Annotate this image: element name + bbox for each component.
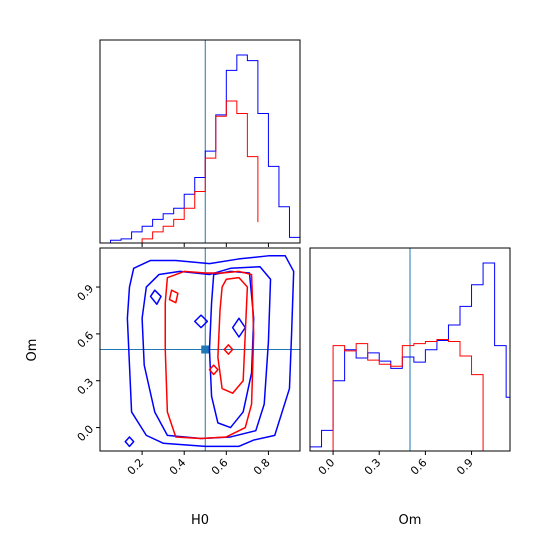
contour-red-level-1 xyxy=(217,276,249,394)
contour-blue-level-0 xyxy=(126,255,295,448)
contour-ylabel: Om xyxy=(25,339,40,362)
hist-H0-panel xyxy=(99,39,301,247)
hist-Om-series-red xyxy=(332,338,484,451)
contour-red-level-0 xyxy=(164,270,255,440)
hist-H0-series xyxy=(100,54,300,243)
hist-Om-series-blue xyxy=(310,262,510,451)
contour-red-level-3 xyxy=(223,344,234,355)
contour-blue-level-5 xyxy=(231,317,247,338)
contour-truth xyxy=(100,248,300,451)
contour-truth-marker xyxy=(201,345,210,354)
contour-red-level-4 xyxy=(208,364,219,376)
contour-series xyxy=(124,255,295,448)
hist-Om-series xyxy=(310,262,510,451)
contour-frame xyxy=(99,247,301,452)
hist-Om-frame xyxy=(309,247,511,452)
hist-Om-xlabel: Om xyxy=(399,513,422,528)
contour-blue-level-6 xyxy=(124,436,135,448)
contour-blue-level-3 xyxy=(149,289,162,305)
contour-red-level-2 xyxy=(168,289,179,304)
contour-blue-level-1 xyxy=(141,265,272,440)
contour-xlabel: H0 xyxy=(191,513,209,528)
hist-H0-ticks xyxy=(141,243,269,247)
contour-blue-level-4 xyxy=(193,314,209,329)
hist-H0-series-red xyxy=(131,100,259,243)
hist-H0-frame xyxy=(99,39,301,244)
